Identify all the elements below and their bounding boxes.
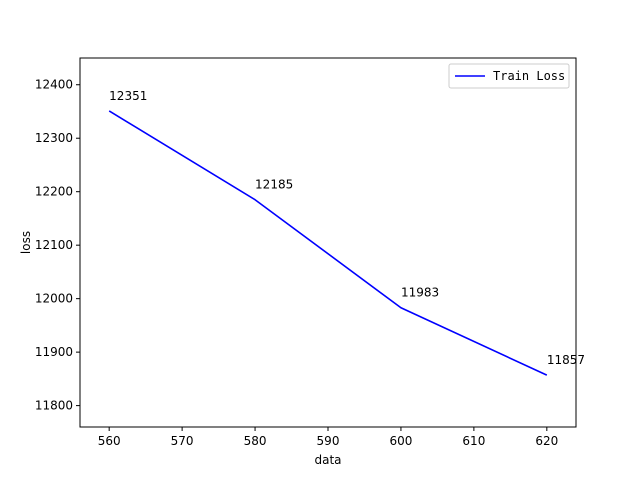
legend-entry-train-loss: Train Loss bbox=[493, 69, 565, 83]
data-label: 12185 bbox=[255, 178, 293, 192]
data-label: 11857 bbox=[547, 353, 585, 367]
y-tick-label: 12200 bbox=[35, 185, 73, 199]
y-axis-ticks: 11800 11900 12000 12100 12200 12300 12400 bbox=[35, 78, 80, 413]
y-tick-label: 12000 bbox=[35, 292, 73, 306]
x-axis-ticks: 560 570 580 590 600 610 620 bbox=[98, 427, 558, 448]
legend-box bbox=[448, 63, 570, 89]
series-layer: 12351 12185 11983 11857 bbox=[108, 89, 585, 376]
x-tick-label: 560 bbox=[98, 434, 121, 448]
plot-area bbox=[79, 57, 577, 428]
y-tick-label: 12100 bbox=[35, 238, 73, 252]
x-tick-label: 570 bbox=[171, 434, 194, 448]
x-axis-label: data bbox=[314, 453, 341, 467]
y-tick-label: 11900 bbox=[35, 345, 73, 359]
x-tick-label: 580 bbox=[244, 434, 267, 448]
data-label: 11983 bbox=[401, 286, 439, 300]
y-tick-label: 12300 bbox=[35, 131, 73, 145]
y-axis-label: loss bbox=[19, 231, 33, 254]
series-line-train-loss bbox=[108, 110, 548, 376]
data-label: 12351 bbox=[109, 89, 147, 103]
y-tick-label: 12400 bbox=[35, 78, 73, 92]
x-tick-label: 590 bbox=[317, 434, 340, 448]
x-tick-label: 620 bbox=[535, 434, 558, 448]
legend: Train Loss bbox=[448, 63, 570, 89]
x-tick-label: 600 bbox=[389, 434, 412, 448]
y-tick-label: 11800 bbox=[35, 399, 73, 413]
x-tick-label: 610 bbox=[462, 434, 485, 448]
plot-frame bbox=[79, 57, 577, 428]
